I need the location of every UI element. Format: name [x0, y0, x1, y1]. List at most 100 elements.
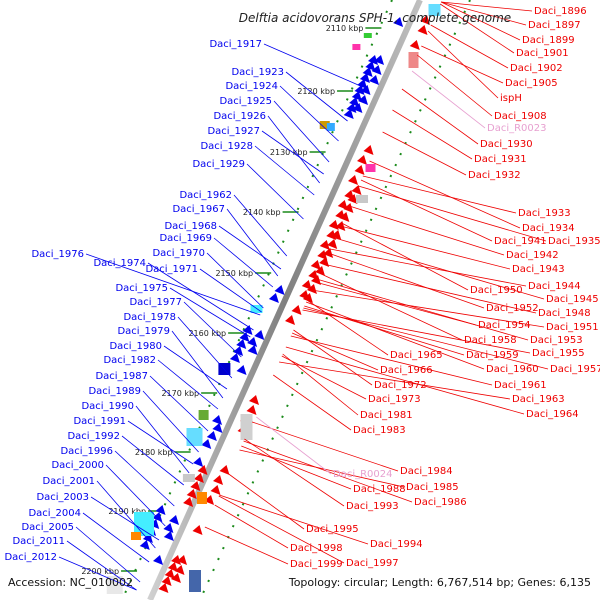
gene-label-right[interactable]: Daci_1993 — [346, 501, 399, 512]
gene-label-right[interactable]: Daci_1933 — [518, 208, 571, 219]
gene-label-left[interactable]: Daci_2000 — [51, 460, 104, 471]
gene-label-right[interactable]: Daci_1935 — [548, 236, 600, 247]
gene-label-right[interactable]: Daci_1942 — [506, 250, 559, 261]
gene-label-right[interactable]: Daci_1931 — [474, 154, 527, 165]
gene-feature-block — [365, 164, 376, 172]
gene-label-left[interactable]: Daci_1977 — [129, 297, 182, 308]
gene-label-right[interactable]: Daci_1984 — [400, 466, 453, 477]
gene-label-right[interactable]: Daci_1897 — [528, 20, 581, 31]
gene-label-right[interactable]: Daci_1952 — [486, 303, 539, 314]
gene-label-right[interactable]: Daci_1944 — [528, 281, 581, 292]
gene-label-left[interactable]: Daci_1996 — [60, 446, 113, 457]
gene-label-left[interactable]: Daci_1975 — [115, 283, 168, 294]
gene-label-left[interactable]: Daci_1971 — [145, 264, 198, 275]
gene-feature-left — [212, 415, 222, 425]
gene-label-right[interactable]: Daci_1998 — [290, 543, 343, 554]
gene-label-left[interactable]: Daci_1962 — [179, 190, 232, 201]
gene-label-right[interactable]: Daci_1966 — [380, 365, 433, 376]
accession-text: Accession: NC_010002 — [8, 576, 133, 589]
gene-feature-left — [343, 109, 354, 119]
gene-label-right[interactable]: Daci_1955 — [532, 348, 585, 359]
label-leader-right — [334, 237, 545, 300]
rna-label[interactable]: Daci_R0023 — [487, 123, 547, 134]
gene-label-left[interactable]: Daci_1968 — [164, 221, 217, 232]
gene-label-right[interactable]: ispH — [500, 93, 522, 104]
gene-label-right[interactable]: Daci_1954 — [478, 320, 531, 331]
gene-label-left[interactable]: Daci_1980 — [109, 341, 162, 352]
gene-label-right[interactable]: Daci_1957 — [550, 364, 600, 375]
gene-label-left[interactable]: Daci_1967 — [172, 204, 225, 215]
label-leader-left — [85, 253, 261, 316]
gene-label-left[interactable]: Daci_2001 — [42, 476, 95, 487]
gene-label-left[interactable]: Daci_2003 — [36, 492, 89, 503]
gene-label-left[interactable]: Daci_1991 — [73, 416, 126, 427]
gene-label-left[interactable]: Daci_2012 — [4, 552, 57, 563]
gene-label-right[interactable]: Daci_1958 — [464, 335, 517, 346]
gene-label-left[interactable]: Daci_1978 — [123, 312, 176, 323]
gene-label-left[interactable]: Daci_1969 — [159, 233, 212, 244]
gene-label-right[interactable]: Daci_1983 — [353, 425, 406, 436]
gene-label-left[interactable]: Daci_1925 — [219, 96, 272, 107]
gene-label-left[interactable]: Daci_1924 — [225, 81, 278, 92]
gene-label-left[interactable]: Daci_1926 — [213, 111, 266, 122]
gene-label-right[interactable]: Daci_1999 — [290, 559, 343, 570]
gene-label-left[interactable]: Daci_1990 — [81, 401, 134, 412]
gene-label-right[interactable]: Daci_1988 — [353, 484, 406, 495]
gene-label-right[interactable]: Daci_1965 — [390, 350, 443, 361]
rna-label[interactable]: Daci_R0024 — [333, 469, 393, 480]
gene-label-left[interactable]: Daci_1992 — [67, 431, 120, 442]
gene-label-right[interactable]: Daci_1972 — [374, 380, 427, 391]
gene-label-left[interactable]: Daci_1989 — [88, 386, 141, 397]
gene-feature-left — [351, 91, 362, 101]
gene-label-left[interactable]: Daci_2011 — [12, 536, 65, 547]
gene-label-left[interactable]: Daci_1976 — [31, 249, 84, 260]
gene-label-right[interactable]: Daci_1896 — [534, 6, 587, 17]
gene-label-right[interactable]: Daci_1941 — [494, 236, 547, 247]
gene-label-right[interactable]: Daci_1981 — [360, 410, 413, 421]
gene-label-right[interactable]: Daci_1986 — [414, 497, 467, 508]
gene-label-left[interactable]: Daci_1929 — [192, 159, 245, 170]
gene-label-right[interactable]: Daci_1951 — [546, 322, 599, 333]
gene-label-right[interactable]: Daci_1901 — [516, 48, 569, 59]
gene-label-left[interactable]: Daci_1979 — [117, 326, 170, 337]
gene-label-right[interactable]: Daci_1943 — [512, 264, 565, 275]
gene-label-right[interactable]: Daci_1932 — [468, 170, 521, 181]
gene-label-left[interactable]: Daci_1917 — [209, 39, 262, 50]
gene-label-right[interactable]: Daci_1985 — [406, 482, 459, 493]
gene-label-right[interactable]: Daci_1961 — [494, 380, 547, 391]
gene-label-left[interactable]: Daci_1982 — [103, 355, 156, 366]
gene-label-right[interactable]: Daci_1950 — [470, 285, 523, 296]
gene-label-right[interactable]: Daci_1964 — [526, 409, 579, 420]
gene-label-right[interactable]: Daci_1959 — [466, 350, 519, 361]
gene-label-right[interactable]: Daci_1960 — [486, 364, 539, 375]
gene-label-left[interactable]: Daci_1923 — [231, 67, 284, 78]
label-leader-right — [329, 248, 527, 287]
gene-label-right[interactable]: Daci_1953 — [530, 335, 583, 346]
gene-label-left[interactable]: Daci_2004 — [28, 508, 81, 519]
gene-label-right[interactable]: Daci_1899 — [522, 35, 575, 46]
gene-label-right[interactable]: Daci_1934 — [522, 223, 575, 234]
gene-label-left[interactable]: Daci_1927 — [207, 126, 260, 137]
gene-label-right[interactable]: Daci_1963 — [512, 394, 565, 405]
gene-label-right[interactable]: Daci_1994 — [370, 539, 423, 550]
gene-label-left[interactable]: Daci_1928 — [200, 141, 253, 152]
gene-label-right[interactable]: Daci_1948 — [538, 308, 591, 319]
label-leader-right — [311, 289, 545, 328]
gene-label-right[interactable]: Daci_1905 — [505, 78, 558, 89]
gene-label-left[interactable]: Daci_1987 — [95, 371, 148, 382]
label-leader-right — [305, 301, 485, 370]
gene-label-right[interactable]: Daci_1973 — [368, 394, 421, 405]
gene-feature-left — [374, 55, 384, 65]
gene-label-right[interactable]: Daci_1995 — [306, 524, 359, 535]
label-leader-right — [440, 1, 521, 41]
gene-label-left[interactable]: Daci_1970 — [152, 248, 205, 259]
gene-label-right[interactable]: Daci_1930 — [480, 139, 533, 150]
gene-label-right[interactable]: Daci_1902 — [510, 63, 563, 74]
gene-label-right[interactable]: Daci_1997 — [346, 558, 399, 569]
gene-label-left[interactable]: Daci_2005 — [21, 522, 74, 533]
gene-label-right[interactable]: Daci_1945 — [546, 294, 599, 305]
gene-label-left[interactable]: Daci_1974 — [93, 258, 146, 269]
label-leader-right — [440, 1, 527, 26]
kbp-tick-label: 2120 kbp — [297, 87, 335, 96]
gene-label-right[interactable]: Daci_1908 — [494, 111, 547, 122]
